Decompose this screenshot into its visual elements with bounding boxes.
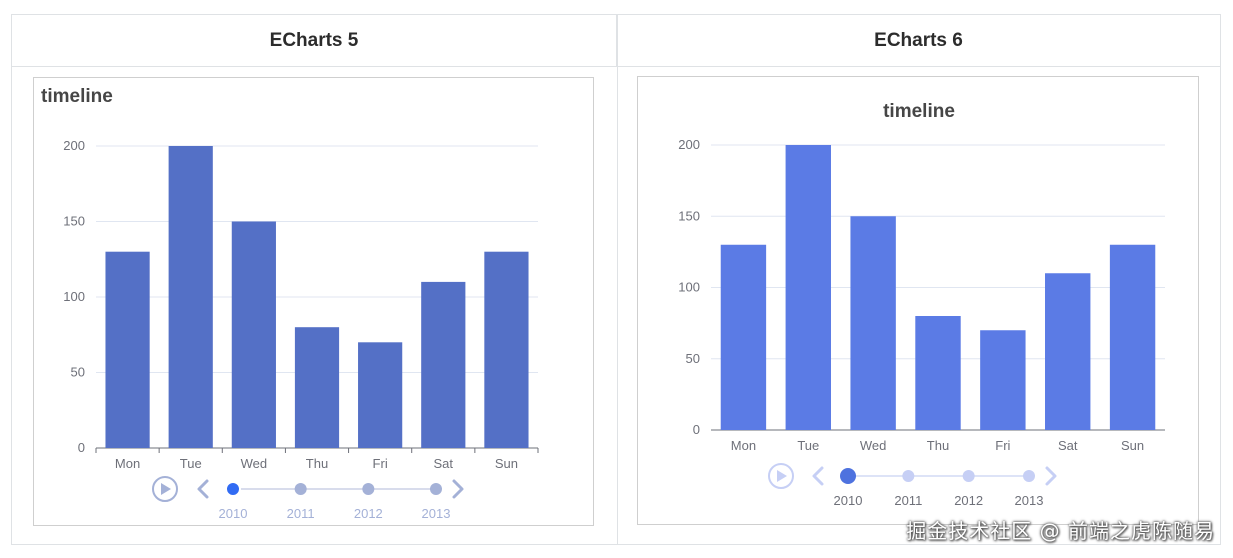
chart-echarts5: timeline 0 50 100 150 200 Mon Tue Wed Thu Fri Sat Su… [33,77,594,526]
y-tick-label: 0 [78,440,85,455]
timeline-label: 2013 [422,506,451,521]
header-echarts6: ECharts 6 [617,15,1220,67]
timeline-play-button[interactable] [152,476,178,502]
y-tick-label: 150 [63,214,85,229]
bar-sat [1045,273,1091,430]
timeline-prev-icon[interactable] [197,479,209,499]
timeline-point-2011[interactable] [294,483,307,495]
timeline-label: 2012 [954,493,983,508]
timeline-point-2013[interactable] [1023,470,1035,482]
x-tick-label: Tue [180,456,202,471]
comparison-table: ECharts 5 ECharts 6 [11,14,1221,545]
timeline-point-2012[interactable] [962,470,975,482]
timeline-label: 2010 [834,493,863,508]
timeline-label: 2013 [1015,493,1044,508]
x-tick-label: Tue [797,438,819,453]
bar-sat [421,281,466,448]
watermark: 掘金技术社区 @ 前端之虎陈随易 [906,519,1215,543]
timeline-point-2011[interactable] [902,470,915,482]
bar-wed [850,216,896,430]
chart5-svg: timeline 0 50 100 150 200 Mon Tue Wed Thu Fri Sat Su… [41,86,539,521]
x-tick-label: Mon [115,456,140,471]
bar-tue [785,145,831,430]
y-tick-label: 50 [686,351,700,366]
bar-sun [1109,244,1156,430]
bar-mon [720,244,767,430]
bar-sun [484,251,529,448]
x-tick-label: Mon [731,438,756,453]
x-tick-label: Wed [860,438,887,453]
x-tick-label: Sat [1058,438,1078,453]
play-icon[interactable] [161,483,171,495]
y-tick-label: 200 [678,137,700,152]
timeline-point-2010[interactable] [840,468,856,484]
y-tick-label: 100 [678,280,700,295]
timeline-label: 2012 [354,506,383,521]
timeline-label: 2011 [894,493,922,508]
x-tick-label: Sat [434,456,454,471]
y-tick-label: 0 [693,422,700,437]
y-tick-label: 100 [63,289,85,304]
x-tick-label: Fri [995,438,1010,453]
chart-title: timeline [883,101,955,122]
column-divider [617,15,618,544]
bar-fri [358,342,403,448]
x-tick-label: Fri [373,456,388,471]
bar-thu [915,316,961,430]
chart-title: timeline [41,86,113,107]
timeline-next-icon[interactable] [1045,466,1057,486]
x-tick-label: Thu [927,438,949,453]
chart-echarts6: timeline 0 50 100 150 200 Mon Tue Wed Thu Fri Sat Su… [637,76,1199,525]
timeline-label: 2010 [219,506,248,521]
bar-tue [168,146,213,448]
timeline-next-icon[interactable] [452,479,464,499]
play-icon[interactable] [777,470,787,482]
bar-wed [231,221,276,448]
x-tick-label: Thu [306,456,328,471]
bar-fri [980,330,1026,430]
timeline-point-2010[interactable] [225,481,241,497]
x-tick-label: Sun [495,456,518,471]
timeline-label: 2011 [287,506,315,521]
timeline-point-2013[interactable] [430,483,442,495]
header-echarts5: ECharts 5 [12,15,617,67]
y-tick-label: 150 [678,208,700,223]
timeline-prev-icon[interactable] [812,466,824,486]
y-tick-label: 50 [71,365,85,380]
x-tick-label: Wed [241,456,268,471]
timeline-point-2012[interactable] [362,483,375,495]
y-tick-label: 200 [63,138,85,153]
timeline-play-button[interactable] [768,463,794,489]
bar-thu [294,327,340,448]
bar-mon [105,251,150,448]
x-tick-label: Sun [1121,438,1144,453]
chart6-svg: timeline 0 50 100 150 200 Mon Tue Wed Thu Fri Sat Su… [678,101,1165,508]
